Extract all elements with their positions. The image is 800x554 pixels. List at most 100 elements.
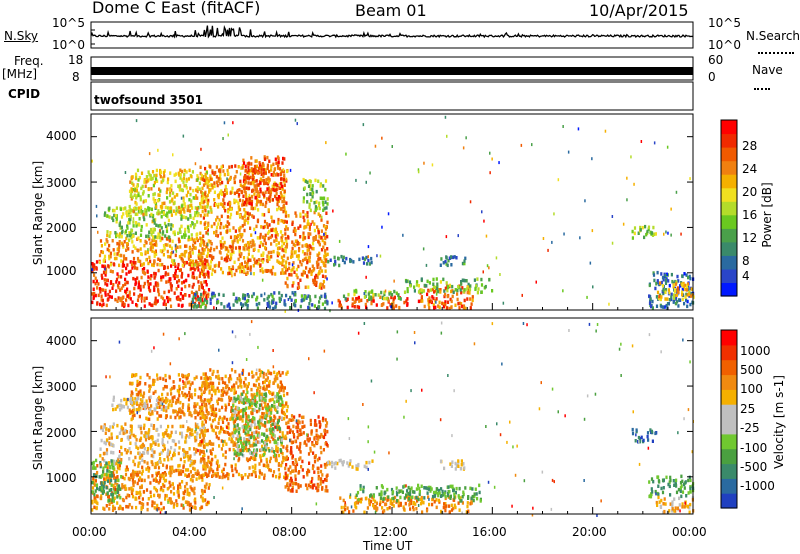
velocity-cell: [139, 445, 142, 449]
power-cell: [148, 302, 151, 306]
power-cell: [268, 255, 271, 259]
power-noise: [591, 229, 594, 233]
velocity-cell: [125, 487, 128, 491]
power-cell: [177, 171, 180, 176]
power-cell: [362, 261, 366, 265]
power-cell: [180, 224, 183, 229]
velocity-cell: [140, 430, 143, 435]
velocity-cell: [131, 416, 134, 420]
velocity-cell: [188, 410, 191, 415]
velocity-cell: [175, 503, 179, 508]
power-cell: [276, 199, 280, 203]
power-cell: [211, 268, 214, 272]
velocity-cell: [220, 439, 223, 443]
velocity-cell: [241, 392, 244, 396]
velocity-cell: [151, 437, 154, 441]
power-cell: [433, 305, 436, 310]
velocity-cell: [249, 427, 252, 432]
velocity-cell: [258, 407, 261, 411]
velocity-cell: [106, 491, 109, 496]
velocity-cell: [199, 397, 202, 402]
power-cell: [166, 299, 170, 304]
velocity-cell: [102, 466, 105, 470]
power-cell: [140, 186, 143, 191]
power-cell: [686, 282, 690, 286]
power-cell: [317, 253, 320, 258]
velocity-cell: [181, 435, 184, 439]
velocity-cell: [152, 454, 155, 459]
velocity-cell: [259, 471, 262, 475]
velocity-cell: [152, 382, 155, 386]
velocity-cell: [170, 456, 173, 461]
velocity-cell: [129, 424, 132, 428]
velocity-cell: [189, 502, 192, 507]
velocity-cell: [236, 377, 239, 381]
power-cell: [469, 306, 472, 310]
velocity-cell: [170, 470, 173, 475]
velocity-cell: [133, 401, 136, 405]
velocity-cell: [203, 416, 206, 420]
power-noise: [491, 157, 493, 161]
velocity-cell: [108, 502, 111, 506]
power-cell: [196, 213, 199, 218]
velocity-cell: [135, 505, 138, 510]
velocity-cell: [221, 427, 224, 431]
velocity-cell: [137, 473, 140, 477]
power-cell: [460, 302, 463, 306]
power-noise: [332, 209, 334, 213]
power-cell: [165, 236, 168, 241]
velocity-cell: [111, 474, 114, 478]
power-cell: [109, 269, 112, 273]
velocity-cell: [106, 466, 109, 470]
power-cell: [213, 293, 216, 298]
power-cell: [370, 301, 373, 306]
power-cell: [230, 270, 233, 274]
power-cell: [129, 208, 132, 212]
power-cell: [668, 283, 671, 288]
velocity-cell: [250, 387, 253, 392]
velocity-cell: [276, 425, 279, 430]
power-cell: [380, 290, 383, 295]
velocity-cell: [216, 425, 219, 430]
power-cell: [282, 156, 285, 161]
velocity-cell: [167, 457, 170, 462]
power-cell: [273, 228, 276, 233]
velocity-cell: [205, 409, 208, 413]
velocity-cell: [128, 477, 131, 482]
power-cell: [442, 261, 445, 265]
velocity-cell: [134, 397, 137, 401]
power-cell: [259, 181, 262, 185]
power-cell: [297, 226, 300, 230]
velocity-cell: [230, 396, 233, 401]
power-cell: [309, 232, 312, 236]
velocity-cell: [282, 455, 285, 460]
power-cell: [278, 299, 281, 303]
power-cell: [139, 239, 142, 243]
velocity-cell: [271, 433, 274, 437]
power-noise: [465, 136, 467, 140]
power-noise: [91, 268, 94, 272]
velocity-cell: [224, 462, 227, 467]
power-cell: [201, 239, 205, 243]
power-cell: [175, 287, 178, 291]
power-cell: [183, 173, 186, 177]
power-cell: [221, 270, 224, 275]
velocity-cell: [107, 494, 110, 499]
power-cell: [395, 291, 398, 295]
velocity-cell: [112, 483, 115, 488]
power-cell: [310, 272, 313, 276]
power-cell: [298, 241, 301, 246]
nsky-panel: [90, 21, 694, 49]
power-cell: [199, 299, 202, 303]
power-cell: [238, 192, 241, 197]
power-cell: [207, 266, 210, 270]
velocity-cell: [124, 448, 127, 452]
power-cell: [200, 283, 204, 288]
velocity-cell: [183, 413, 186, 417]
power-cell: [109, 254, 112, 259]
velocity-cell: [221, 417, 224, 421]
power-cell: [681, 274, 684, 278]
power-cell: [298, 246, 301, 251]
power-cell: [179, 168, 182, 172]
power-noise: [381, 225, 383, 229]
